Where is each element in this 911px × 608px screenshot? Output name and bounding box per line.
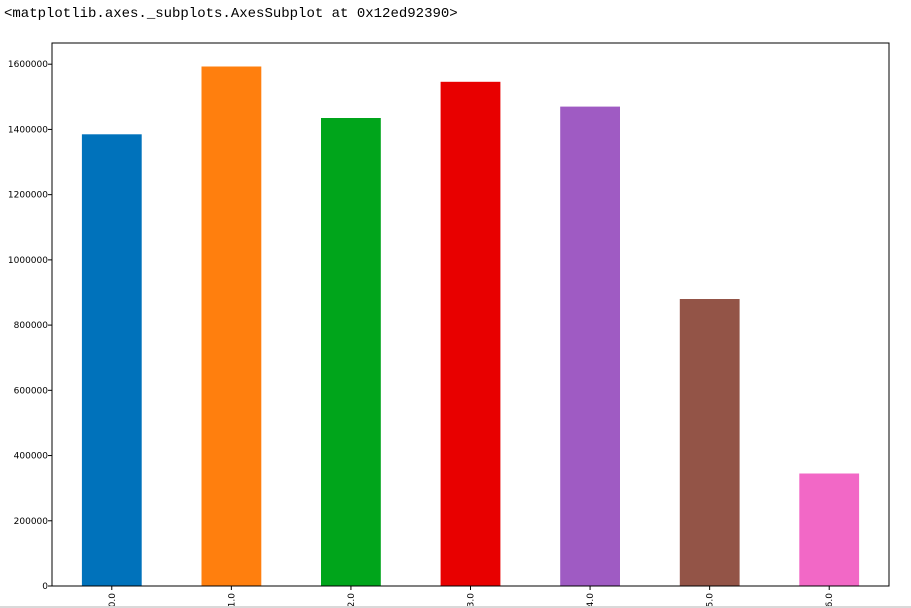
bar-6.0	[799, 473, 860, 586]
bar-0.0	[81, 134, 142, 587]
bar-1.0	[201, 66, 262, 586]
y-tick-label: 1400000	[8, 125, 48, 135]
y-tick-label: 1200000	[8, 191, 48, 201]
x-tick-label: 0.0	[108, 593, 118, 608]
x-tick-label: 6.0	[825, 593, 835, 608]
y-tick-label: 1600000	[8, 60, 48, 70]
output-divider	[0, 606, 911, 608]
bars-group	[81, 66, 860, 587]
y-tick-label: 0	[42, 582, 48, 592]
plot-frame	[51, 42, 890, 587]
x-axis: 0.0 1.0 2.0 3.0 4.0 5.0 6.0	[108, 586, 835, 607]
x-tick-label: 4.0	[586, 593, 596, 608]
y-axis: 0 200000 400000 600000 800000 1000000 1200000 1…	[8, 60, 52, 592]
bar-5.0	[679, 299, 740, 586]
bar-2.0	[321, 118, 381, 586]
x-tick-label: 1.0	[227, 593, 237, 608]
bar-4.0	[560, 106, 620, 586]
y-tick-label: 200000	[14, 517, 49, 527]
y-tick-label: 1000000	[8, 256, 48, 266]
cell-output-repr: <matplotlib.axes._subplots.AxesSubplot a…	[4, 6, 458, 22]
y-tick-label: 800000	[14, 321, 49, 331]
y-tick-label: 600000	[14, 386, 49, 396]
x-tick-label: 2.0	[347, 593, 357, 608]
bar-3.0	[440, 81, 501, 587]
y-tick-label: 400000	[14, 452, 49, 462]
x-tick-label: 5.0	[706, 593, 716, 608]
x-tick-label: 3.0	[467, 593, 477, 608]
